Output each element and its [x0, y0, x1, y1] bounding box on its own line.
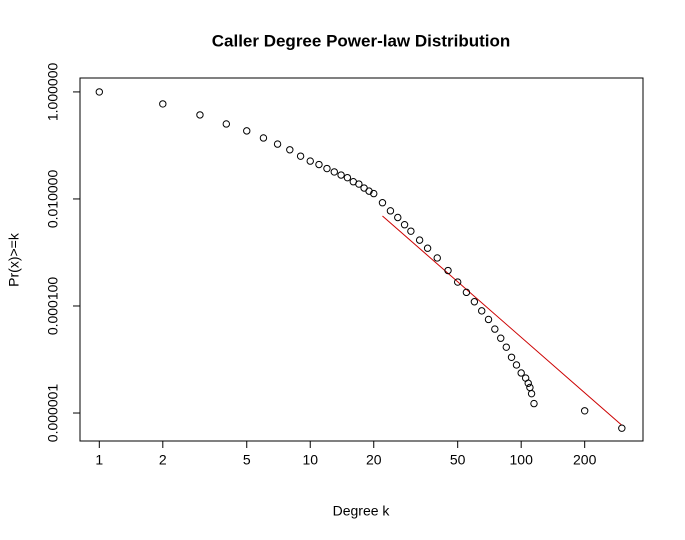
point [394, 213, 402, 222]
point [507, 353, 516, 361]
point [502, 343, 510, 351]
x-tick-label: 2 [159, 452, 167, 468]
point [415, 236, 424, 244]
point [222, 120, 231, 128]
point [530, 399, 538, 408]
x-axis-label: Degree k [333, 503, 391, 519]
point [337, 171, 345, 179]
point [462, 288, 471, 297]
fit-line [382, 215, 623, 426]
point [444, 266, 452, 275]
x-tick-label: 100 [510, 452, 534, 468]
point [378, 199, 387, 207]
y-axis-label: Pr(x)>=k [6, 232, 22, 287]
point [330, 168, 338, 176]
point [95, 88, 104, 96]
point [618, 424, 626, 432]
point [433, 254, 441, 262]
point [497, 334, 505, 342]
y-tick-label: 0.000001 [45, 384, 61, 443]
point [478, 307, 486, 315]
point [370, 189, 378, 198]
plot-frame [79, 77, 644, 442]
point [470, 298, 479, 306]
x-tick-label: 20 [366, 452, 382, 468]
point [517, 369, 525, 377]
x-tick-label: 50 [450, 452, 466, 468]
point [243, 127, 251, 135]
point [580, 407, 589, 415]
point [453, 278, 462, 286]
y-tick-label: 0.000100 [45, 277, 61, 336]
point [524, 379, 532, 387]
y-tick-label: 0.010000 [45, 170, 61, 229]
point [296, 152, 305, 160]
x-tick-label: 200 [573, 452, 597, 468]
x-tick-label: 10 [302, 452, 318, 468]
point [159, 100, 167, 108]
x-tick-label: 1 [95, 452, 103, 468]
point [512, 361, 521, 369]
point [407, 227, 415, 235]
point [527, 389, 536, 398]
point [196, 111, 204, 119]
point [286, 146, 294, 154]
point [491, 325, 499, 333]
point [315, 160, 323, 169]
point [273, 140, 282, 148]
y-tick-label: 1.000000 [45, 63, 61, 122]
chart-title: Caller Degree Power-law Distribution [212, 31, 511, 50]
point [259, 134, 268, 142]
point [343, 173, 352, 182]
point [386, 207, 395, 215]
point [484, 315, 493, 324]
point [526, 383, 534, 392]
point [306, 157, 314, 165]
point [423, 244, 432, 252]
point [323, 164, 331, 173]
x-tick-label: 5 [243, 452, 251, 468]
point [400, 221, 409, 229]
point [355, 180, 363, 188]
